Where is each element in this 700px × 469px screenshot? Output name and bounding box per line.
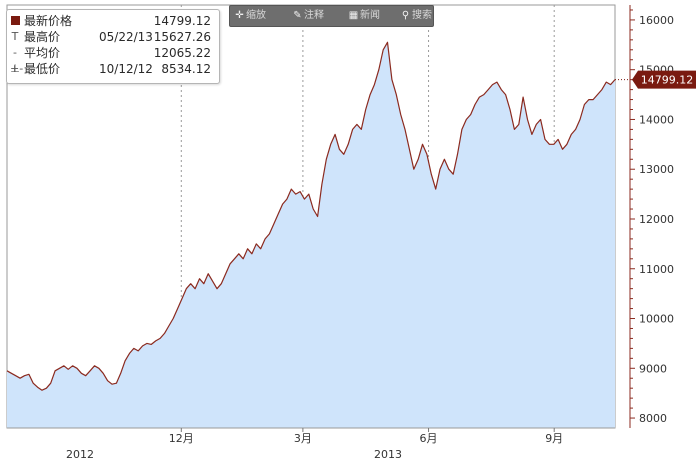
y-tick-label: 14000: [639, 113, 674, 126]
year-label: 2012: [66, 448, 94, 461]
legend-row-low[interactable]: ⊥ 最低价 10/12/12 8534.12: [7, 61, 219, 77]
legend-row-average[interactable]: -+- 平均价 12065.22: [7, 45, 219, 75]
last-price-icon: [10, 13, 20, 30]
annotate-label: 注释: [304, 10, 324, 21]
y-tick-label: 9000: [639, 362, 667, 375]
news-button[interactable]: ▦ 新闻: [348, 8, 380, 24]
plus-icon: ✛: [235, 10, 244, 21]
legend-name: 最低价: [24, 62, 61, 76]
low-marker-icon: ⊥: [10, 62, 20, 75]
news-label: 新闻: [360, 10, 380, 21]
area-layer: [6, 41, 616, 429]
legend-name: 最新价格: [24, 14, 73, 28]
search-label: 搜索: [412, 10, 432, 21]
average-marker-icon: -+-: [10, 46, 24, 75]
legend-name: 最高价: [24, 30, 61, 44]
legend-value: 14799.12: [153, 14, 211, 28]
magnifier-icon: ⚲: [401, 10, 410, 21]
year-label: 2013: [374, 448, 402, 461]
pencil-icon: ✎: [293, 10, 302, 21]
last-value-tag: [632, 70, 696, 89]
search-button[interactable]: ⚲ 搜索: [400, 8, 432, 24]
zoom-label: 缩放: [246, 10, 266, 21]
price-area-fill: [7, 42, 615, 429]
annotate-button[interactable]: ✎ 注释: [292, 8, 324, 24]
legend-value: 12065.22: [153, 46, 211, 60]
legend-value: 8534.12: [161, 62, 211, 76]
legend-row-high[interactable]: T 最高价 05/22/13 15627.26: [7, 29, 219, 45]
legend-date: 10/12/12: [99, 62, 153, 76]
chart-toolbar: ✛ 缩放 ✎ 注释 ▦ 新闻 ⚲ 搜索: [229, 5, 434, 27]
y-tick-label: 16000: [639, 14, 674, 27]
x-tick-label: 3月: [294, 432, 312, 445]
legend-box: 最新价格 14799.12 T 最高价 05/22/13 15627.26 -+…: [6, 9, 220, 84]
y-tick-label: 11000: [639, 263, 674, 276]
axis-layer: 8000900010000110001200013000140001500016…: [7, 5, 696, 461]
y-tick-label: 10000: [639, 313, 674, 326]
high-marker-icon: T: [11, 30, 19, 43]
last-value-label: 14799.12: [641, 74, 694, 87]
x-tick-label: 6月: [420, 432, 438, 445]
legend-date: 05/22/13: [99, 30, 153, 44]
y-tick-label: 12000: [639, 213, 674, 226]
x-tick-label: 12月: [169, 432, 194, 445]
price-series-line: [6, 41, 616, 391]
legend-row-last[interactable]: 最新价格 14799.12: [7, 13, 219, 29]
zoom-button[interactable]: ✛ 缩放: [234, 8, 266, 24]
legend-value: 15627.26: [153, 30, 211, 44]
x-tick-label: 9月: [545, 432, 563, 445]
y-tick-label: 8000: [639, 412, 667, 425]
table-icon: ▦: [348, 10, 359, 21]
y-tick-label: 13000: [639, 163, 674, 176]
legend-name: 平均价: [24, 46, 61, 60]
